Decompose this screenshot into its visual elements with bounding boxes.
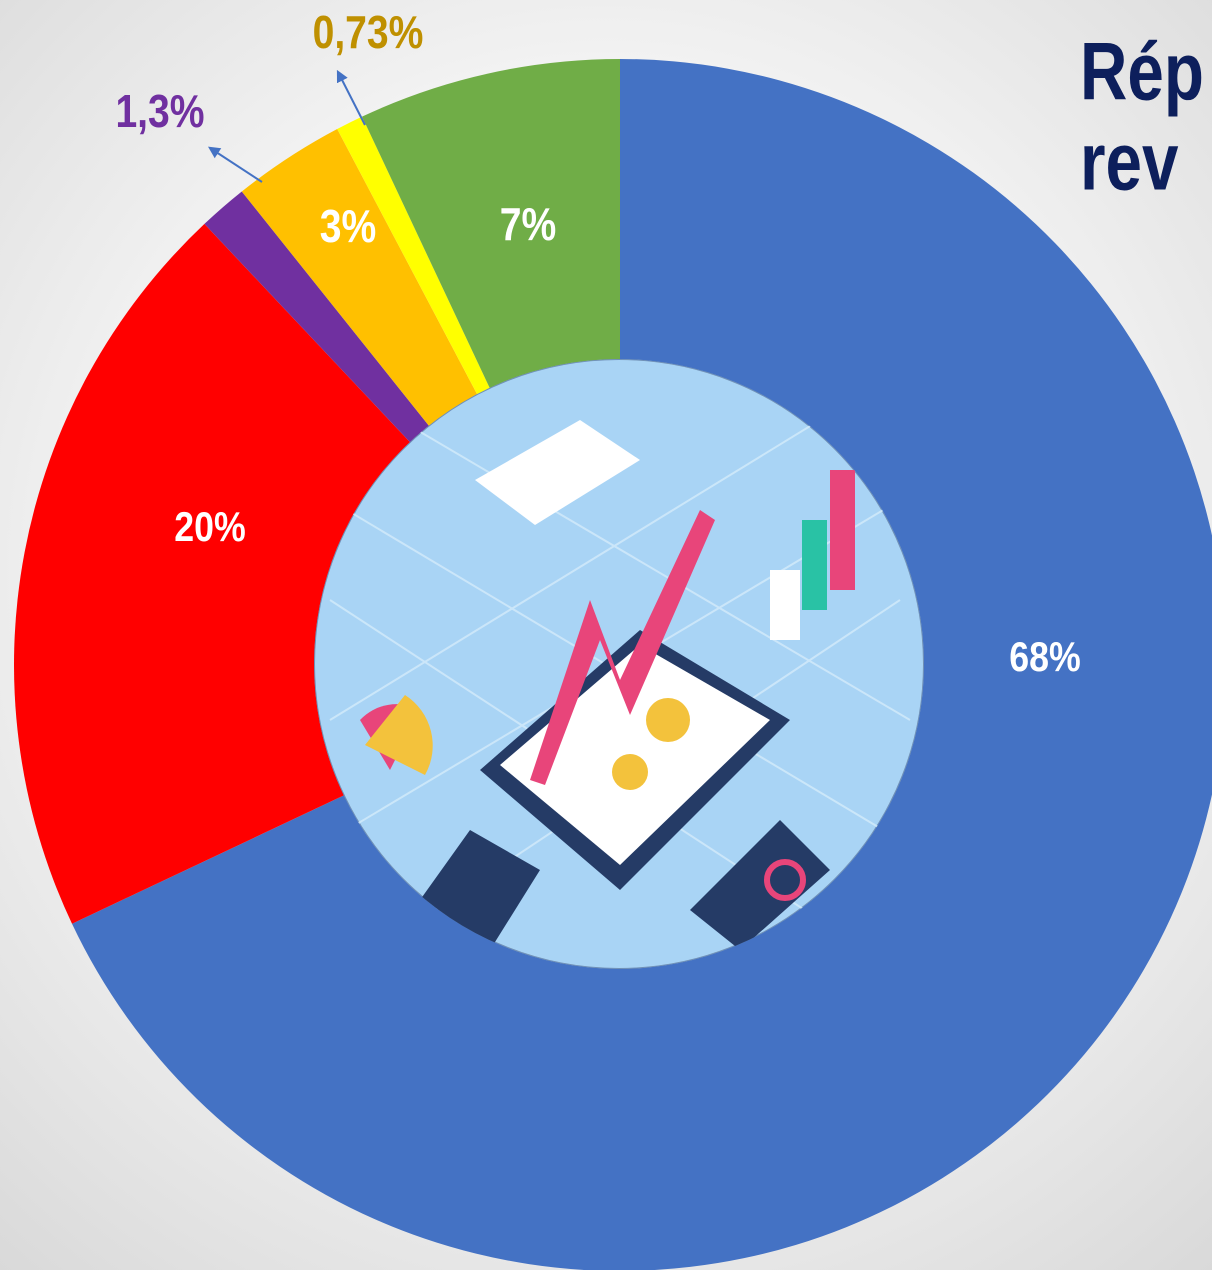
data-label: 1,3%	[115, 86, 204, 138]
slice	[13, 223, 620, 924]
label-arrow	[336, 69, 366, 126]
title-line: Rép	[1080, 26, 1204, 118]
label-arrow	[207, 146, 263, 183]
data-label: 0,73%	[313, 7, 424, 59]
data-label: 3%	[320, 201, 377, 253]
center-illustration	[314, 359, 924, 969]
data-label: 20%	[174, 504, 245, 550]
title-line: rev	[1080, 116, 1178, 208]
labels: 68% 20% 1,3% 3% 0,73% 7%	[115, 7, 1080, 681]
data-label: 68%	[1009, 634, 1080, 680]
data-label: 7%	[500, 199, 557, 251]
